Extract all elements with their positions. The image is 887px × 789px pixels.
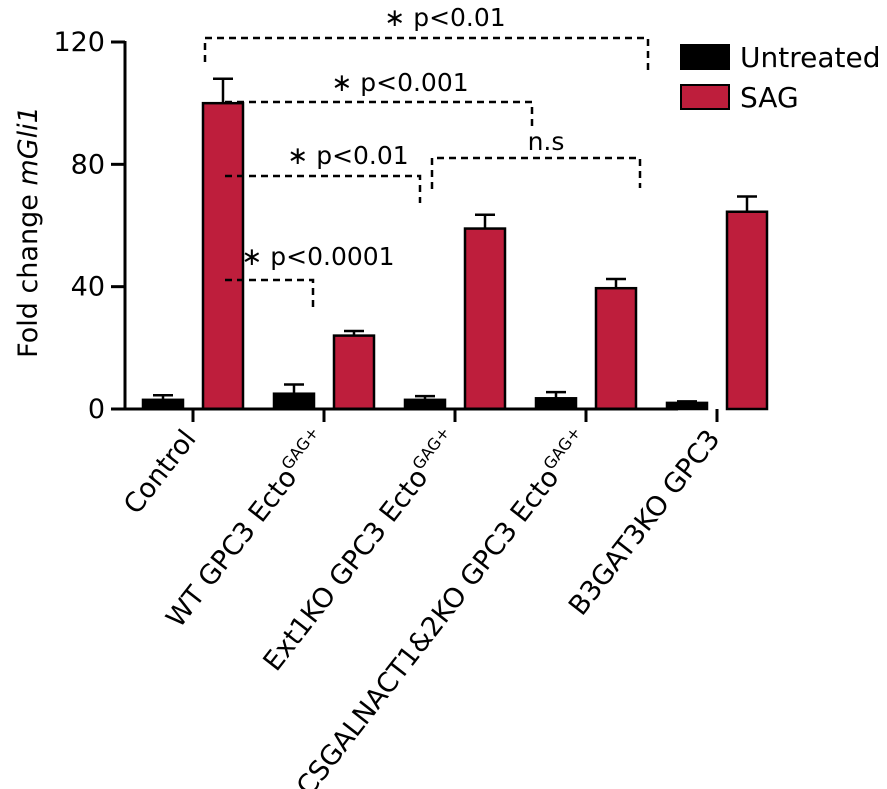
- y-axis: 0 40 80 120: [53, 27, 127, 425]
- significance-bracket: [225, 100, 534, 127]
- significance-bracket: [430, 156, 642, 189]
- bar-sag: [463, 227, 507, 411]
- x-tick-label: Control: [118, 424, 203, 520]
- legend-label: Untreated: [740, 41, 880, 74]
- bar-untreated: [534, 397, 578, 411]
- legend-label: SAG: [740, 81, 799, 114]
- significance-bracket: [203, 36, 650, 70]
- significance-label: ∗ p<0.001: [331, 68, 468, 97]
- y-tick-label: 40: [71, 272, 105, 303]
- significance-label: n.s: [528, 127, 565, 156]
- significance-bracket: [225, 278, 315, 311]
- legend-swatch-sag: [680, 84, 730, 110]
- bar-sag: [332, 334, 376, 411]
- bar-untreated: [272, 392, 316, 411]
- significance-label: ∗ p<0.01: [287, 141, 408, 170]
- legend-swatch-untreated: [680, 44, 730, 70]
- bar-sag: [725, 210, 769, 411]
- y-tick-label: 120: [53, 27, 105, 58]
- significance-label: ∗ p<0.01: [384, 3, 505, 32]
- y-tick-label: 80: [71, 149, 105, 180]
- significance-brackets: ∗ p<0.01 ∗ p<0.001 n.s ∗ p<0.01 ∗ p<0.0001: [203, 3, 650, 311]
- bar-untreated: [665, 401, 709, 411]
- bars: [141, 77, 769, 411]
- significance-bracket: [225, 174, 422, 203]
- significance-label: ∗ p<0.0001: [241, 242, 394, 271]
- x-tick-label: B3GAT3KO GPC3: [563, 424, 727, 621]
- y-tick-label: 0: [88, 394, 105, 425]
- y-axis-label: Fold change mGli1: [13, 106, 44, 358]
- legend: Untreated SAG: [680, 41, 880, 114]
- bar-sag: [594, 286, 638, 411]
- bar-sag: [201, 101, 245, 411]
